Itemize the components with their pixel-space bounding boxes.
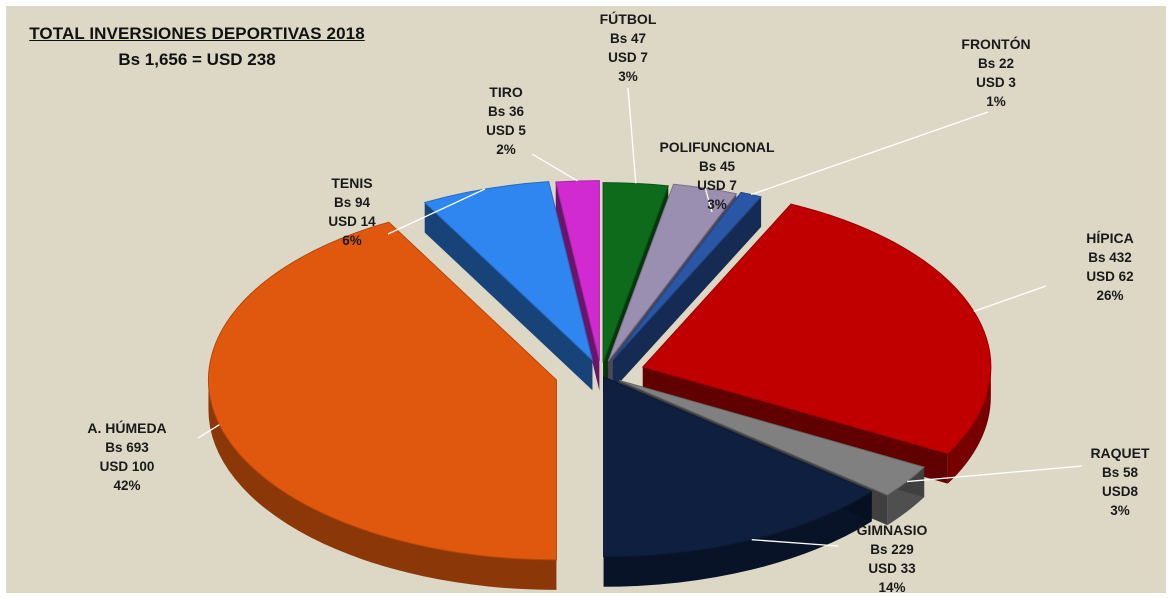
label-bs: Bs 94 [333,195,371,210]
label-bs: Bs 432 [1088,250,1132,265]
slice-cut [612,196,762,390]
label-a-humeda: A. HÚMEDA Bs 693 USD 100 42% [62,419,192,495]
label-bs: Bs 229 [870,542,914,557]
label-futbol: FÚTBOL Bs 47 USD 7 3% [578,10,678,86]
label-name: HÍPICA [1086,230,1134,246]
label-usd: USD 100 [99,459,155,474]
label-bs: Bs 47 [609,31,647,46]
label-name: A. HÚMEDA [87,420,167,436]
slice-top [423,181,594,362]
label-pct: 3% [707,197,727,212]
label-pct: 1% [986,94,1006,109]
label-pct: 2% [496,142,516,157]
label-bs: Bs 45 [698,159,736,174]
label-usd: USD 14 [328,214,376,229]
label-name: TENIS [331,175,373,191]
slice-a-humeda [207,221,557,590]
label-hipica: HÍPICA Bs 432 USD 62 26% [1060,229,1160,305]
chart-subtitle: Bs 1,656 = USD 238 [118,50,276,69]
leader-line-fronton [750,111,989,196]
label-usd: USD 3 [976,75,1016,90]
label-gimnasio: GIMNASIO Bs 229 USD 33 14% [832,521,952,597]
slice-top [207,221,557,561]
label-name: RAQUET [1090,445,1150,461]
slice-tenis [423,181,594,391]
label-usd: USD 7 [697,178,737,193]
slice-gimnasio [603,376,873,587]
label-pct: 14% [878,580,906,595]
leader-line-raquet [906,465,1083,483]
leader-line-hipica [973,285,1047,312]
label-name: FRONTÓN [961,36,1031,52]
label-usd: USD 62 [1086,269,1134,284]
label-bs: Bs 22 [977,56,1015,71]
leader-line-gimnasio [751,539,839,547]
label-name: TIRO [489,84,523,100]
slice-top [641,203,992,455]
slice-top [618,379,926,496]
leader-line-tenis [387,188,486,235]
slice-fronton [612,191,763,390]
slice-cut [555,181,600,391]
chart-area: TOTAL INVERSIONES DEPORTIVAS 2018 Bs 1,6… [6,6,1166,595]
slice-side [947,366,991,484]
label-pct: 26% [1096,288,1124,303]
label-bs: Bs 693 [105,440,149,455]
title-block: TOTAL INVERSIONES DEPORTIVAS 2018 Bs 1,6… [12,24,382,70]
leader-line-polifuncional [704,188,713,213]
slice-side [603,491,872,587]
label-pct: 42% [113,478,141,493]
leader-line-a-humeda [197,424,220,439]
label-usd: USD 7 [608,50,648,65]
slice-side [208,379,557,590]
label-name: GIMNASIO [856,522,928,538]
label-polifuncional: POLIFUNCIONAL Bs 45 USD 7 3% [632,138,802,214]
slice-top [602,182,669,363]
label-name: POLIFUNCIONAL [659,139,775,155]
chart-title: TOTAL INVERSIONES DEPORTIVAS 2018 [29,24,365,43]
leader-line-tiro [531,153,578,182]
slice-tiro [555,180,600,391]
label-tenis: TENIS Bs 94 USD 14 6% [302,174,402,250]
label-name: FÚTBOL [599,11,657,27]
label-bs: Bs 36 [487,104,525,119]
label-pct: 3% [618,69,638,84]
label-fronton: FRONTÓN Bs 22 USD 3 1% [936,35,1056,111]
label-pct: 3% [1110,503,1130,518]
slice-cut [424,202,593,391]
label-bs: Bs 58 [1101,465,1139,480]
label-usd: USD 5 [486,123,526,138]
pie-chart [197,87,1083,590]
label-pct: 6% [342,233,362,248]
leader-line-futbol [627,87,637,184]
label-raquet: RAQUET Bs 58 USD8 3% [1076,444,1164,520]
label-usd: USD 33 [868,561,916,576]
label-usd: USD8 [1101,484,1138,499]
label-tiro: TIRO Bs 36 USD 5 2% [461,83,551,159]
